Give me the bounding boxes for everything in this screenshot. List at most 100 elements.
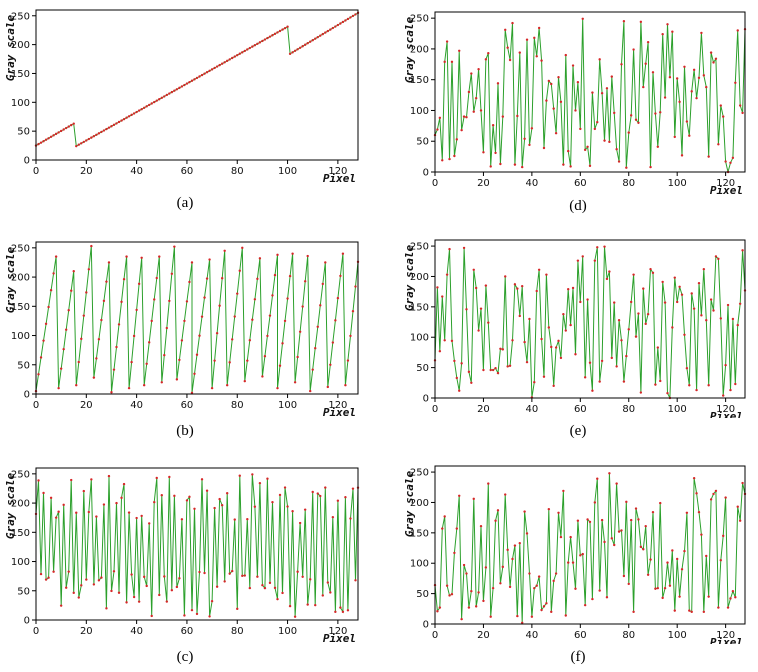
caption-b: (b) bbox=[176, 423, 194, 439]
data-point bbox=[130, 113, 133, 117]
data-point bbox=[516, 114, 519, 118]
data-point bbox=[271, 34, 274, 37]
data-point bbox=[321, 32, 324, 36]
data-point bbox=[228, 572, 231, 575]
data-point bbox=[448, 247, 451, 251]
data-point bbox=[309, 389, 312, 393]
data-point bbox=[453, 154, 456, 158]
data-point bbox=[253, 298, 257, 301]
data-point bbox=[178, 358, 181, 362]
data-point bbox=[637, 121, 640, 124]
data-point bbox=[632, 610, 635, 614]
data-point bbox=[581, 552, 584, 556]
data-point bbox=[321, 282, 324, 286]
x-tick-label: 40 bbox=[526, 404, 539, 415]
data-point bbox=[100, 318, 103, 322]
data-point bbox=[511, 557, 514, 561]
data-point bbox=[341, 20, 345, 24]
data-point bbox=[542, 605, 546, 608]
data-point bbox=[215, 332, 219, 335]
data-point bbox=[472, 110, 475, 113]
data-point bbox=[605, 87, 609, 90]
data-point bbox=[283, 486, 287, 489]
data-point bbox=[683, 549, 686, 553]
data-point bbox=[125, 601, 128, 604]
data-point bbox=[513, 544, 517, 547]
data-point bbox=[496, 509, 500, 512]
data-point bbox=[288, 52, 292, 56]
data-point bbox=[185, 82, 189, 85]
data-point bbox=[351, 310, 355, 313]
data-point bbox=[97, 579, 101, 582]
x-tick-label: 80 bbox=[231, 626, 244, 637]
data-point bbox=[540, 59, 543, 62]
data-point bbox=[552, 384, 555, 388]
data-point bbox=[554, 346, 558, 349]
data-point bbox=[92, 583, 96, 586]
x-axis-label: Pixel bbox=[710, 184, 743, 195]
data-point bbox=[724, 363, 727, 367]
data-point bbox=[339, 274, 342, 278]
data-point bbox=[600, 359, 604, 363]
data-point bbox=[545, 99, 548, 102]
data-point bbox=[467, 606, 471, 609]
data-point bbox=[256, 277, 259, 281]
data-point bbox=[238, 269, 241, 272]
y-tick-label: 50 bbox=[17, 586, 30, 597]
data-point bbox=[705, 319, 708, 322]
data-point bbox=[100, 130, 103, 134]
data-point bbox=[726, 606, 730, 609]
data-point bbox=[605, 596, 609, 599]
data-point bbox=[213, 359, 216, 362]
data-point bbox=[504, 28, 507, 32]
y-tick-label: 0 bbox=[24, 616, 30, 627]
data-point bbox=[508, 585, 512, 589]
data-point bbox=[651, 271, 655, 275]
data-point bbox=[557, 511, 560, 514]
data-point bbox=[125, 255, 128, 258]
data-point bbox=[42, 139, 45, 143]
data-point bbox=[649, 267, 652, 271]
x-tick-label: 60 bbox=[181, 166, 194, 177]
data-point bbox=[656, 346, 660, 349]
data-point bbox=[445, 40, 449, 43]
data-point bbox=[518, 314, 521, 318]
data-point bbox=[443, 60, 446, 64]
data-point bbox=[85, 578, 88, 581]
data-point bbox=[251, 318, 254, 321]
data-point bbox=[477, 591, 480, 594]
data-point bbox=[39, 572, 43, 576]
data-point bbox=[331, 341, 335, 344]
data-point bbox=[666, 391, 669, 395]
data-point bbox=[448, 594, 451, 597]
data-point bbox=[155, 276, 158, 280]
data-point bbox=[286, 505, 289, 508]
data-point bbox=[95, 357, 98, 360]
data-point bbox=[59, 367, 63, 370]
x-tick-label: 0 bbox=[432, 630, 438, 641]
data-point bbox=[215, 585, 219, 588]
data-point bbox=[155, 99, 158, 102]
data-point bbox=[188, 495, 191, 499]
data-point bbox=[709, 498, 713, 501]
data-point bbox=[70, 123, 73, 127]
x-tick-label: 120 bbox=[328, 400, 347, 411]
data-point bbox=[218, 304, 221, 307]
data-point bbox=[663, 301, 667, 304]
y-axis-label: Gray scale bbox=[403, 245, 416, 312]
x-tick-label: 0 bbox=[33, 626, 39, 637]
data-point bbox=[102, 299, 106, 303]
data-point bbox=[613, 301, 616, 304]
data-point bbox=[298, 330, 302, 333]
data-point bbox=[163, 95, 166, 98]
y-tick-label: 100 bbox=[410, 559, 429, 570]
data-point bbox=[316, 492, 319, 495]
data-point bbox=[668, 76, 672, 79]
data-point bbox=[44, 578, 48, 581]
data-point bbox=[137, 600, 141, 603]
data-point bbox=[458, 389, 461, 392]
data-point bbox=[731, 589, 735, 593]
data-point bbox=[127, 511, 131, 514]
y-tick-label: 250 bbox=[410, 14, 429, 25]
data-point bbox=[326, 29, 330, 33]
